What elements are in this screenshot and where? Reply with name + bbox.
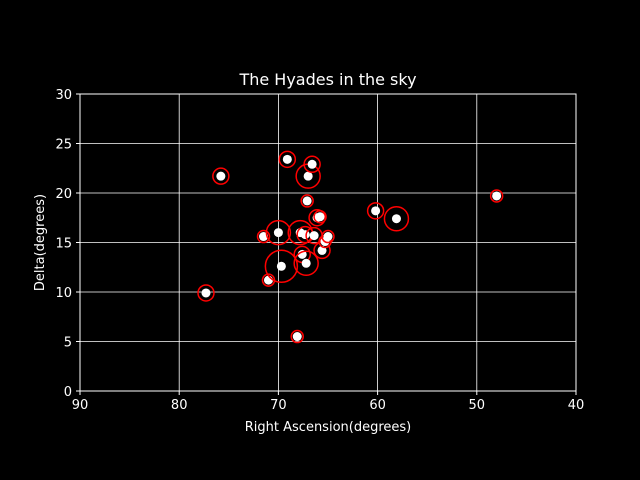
star-point <box>263 275 273 285</box>
star-point <box>301 258 311 268</box>
x-tick-label: 60 <box>369 398 386 413</box>
chart-title: The Hyades in the sky <box>238 70 416 89</box>
x-tick-label: 80 <box>171 398 188 413</box>
star-point <box>323 232 333 242</box>
star-magnitude-ring <box>256 229 271 244</box>
star-magnitude-ring <box>313 210 327 224</box>
y-axis-label: Delta(degrees) <box>33 194 48 291</box>
star-point <box>307 159 317 169</box>
star-point <box>302 196 312 206</box>
star-magnitude-ring <box>212 167 230 185</box>
star-point <box>292 332 302 342</box>
y-tick-label: 10 <box>55 286 72 301</box>
star-magnitude-ring <box>293 250 319 277</box>
star-magnitude-ring <box>197 284 215 302</box>
star-point <box>276 261 286 271</box>
x-tick-label: 90 <box>72 398 89 413</box>
star-point <box>273 228 283 238</box>
x-axis-ticks: 90 80 70 60 50 40 <box>72 391 585 413</box>
star-point <box>216 171 226 181</box>
star-magnitude-ring <box>300 194 314 208</box>
star-point <box>282 154 292 164</box>
star-magnitude-ring <box>264 249 299 284</box>
star-magnitude-ring <box>321 229 335 244</box>
y-tick-label: 5 <box>64 336 72 351</box>
star-point <box>300 230 310 240</box>
star-magnitude-ring <box>489 189 504 203</box>
star-point <box>391 214 401 224</box>
y-axis-ticks: 0 5 10 15 20 25 30 <box>55 88 80 400</box>
y-tick-label: 25 <box>55 138 72 153</box>
star-magnitude-ring <box>265 219 292 246</box>
star-magnitude-ring <box>303 155 321 174</box>
x-axis-label: Right Ascension(degrees) <box>245 420 411 435</box>
star-magnitude-ring <box>278 150 297 169</box>
star-point <box>309 231 319 241</box>
x-tick-label: 50 <box>469 398 486 413</box>
x-tick-label: 40 <box>568 398 585 413</box>
y-tick-label: 15 <box>55 237 72 252</box>
star-magnitude-ring <box>308 209 326 227</box>
star-magnitude-ring <box>290 329 304 344</box>
x-tick-label: 70 <box>270 398 287 413</box>
y-tick-label: 30 <box>55 88 72 103</box>
data-points <box>197 150 504 344</box>
star-point <box>315 212 325 222</box>
star-magnitude-ring <box>366 202 385 220</box>
star-point <box>371 206 381 216</box>
star-point <box>201 288 211 298</box>
star-point <box>492 191 502 201</box>
y-tick-label: 20 <box>55 187 72 202</box>
y-tick-label: 0 <box>64 385 72 400</box>
star-magnitude-ring <box>383 205 410 232</box>
star-point <box>303 171 313 181</box>
